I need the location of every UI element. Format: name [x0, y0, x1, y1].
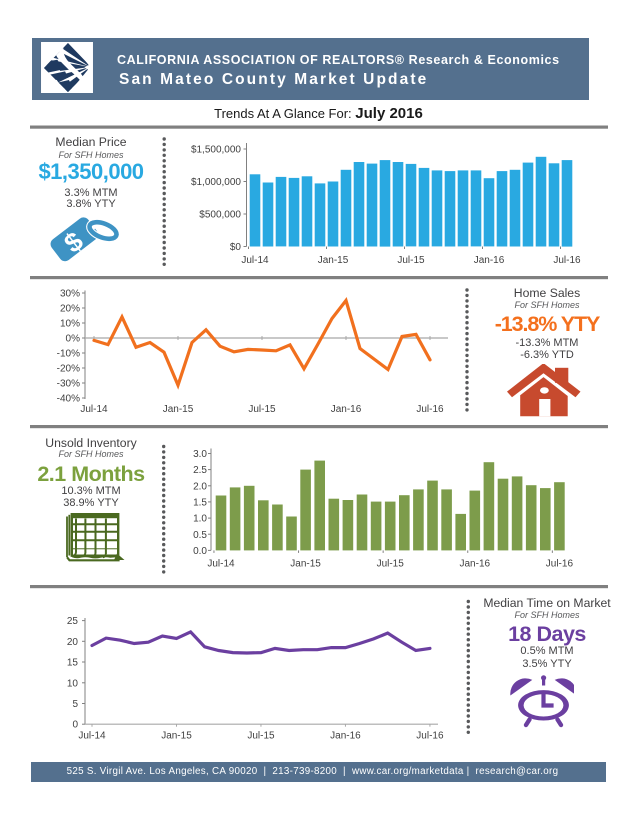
- svg-text:25: 25: [67, 616, 79, 627]
- svg-text:Jul-14: Jul-14: [207, 559, 235, 570]
- svg-text:20: 20: [67, 637, 79, 648]
- svg-text:Jul-15: Jul-15: [377, 559, 405, 570]
- svg-text:10%: 10%: [60, 319, 80, 330]
- svg-text:1.5: 1.5: [193, 497, 207, 508]
- svg-text:Jul-14: Jul-14: [78, 731, 106, 742]
- svg-text:$0: $0: [230, 242, 242, 253]
- svg-text:-20%: -20%: [57, 364, 80, 375]
- svg-text:Jan-15: Jan-15: [163, 404, 194, 415]
- svg-text:15: 15: [67, 658, 79, 669]
- svg-text:Jan-16: Jan-16: [331, 404, 362, 415]
- svg-text:-30%: -30%: [57, 379, 80, 390]
- svg-text:Jul-15: Jul-15: [247, 731, 275, 742]
- svg-text:30%: 30%: [60, 289, 80, 300]
- svg-text:Jul-15: Jul-15: [397, 255, 425, 266]
- svg-text:Jul-15: Jul-15: [248, 404, 276, 415]
- svg-text:Jan-15: Jan-15: [290, 559, 321, 570]
- svg-text:20%: 20%: [60, 304, 80, 315]
- svg-text:$1,000,000: $1,000,000: [191, 177, 241, 188]
- svg-text:Jul-16: Jul-16: [553, 255, 581, 266]
- svg-text:0%: 0%: [66, 334, 81, 345]
- svg-text:$1,500,000: $1,500,000: [191, 145, 241, 156]
- svg-text:Jul-14: Jul-14: [241, 255, 269, 266]
- svg-text:$500,000: $500,000: [199, 210, 241, 221]
- svg-text:3.0: 3.0: [193, 449, 207, 460]
- svg-text:0: 0: [72, 720, 78, 731]
- svg-text:Jul-16: Jul-16: [416, 404, 444, 415]
- svg-text:-40%: -40%: [57, 394, 80, 405]
- svg-text:Jan-16: Jan-16: [330, 731, 361, 742]
- svg-text:Jan-16: Jan-16: [460, 559, 491, 570]
- svg-text:2.0: 2.0: [193, 481, 207, 492]
- svg-text:Jul-16: Jul-16: [416, 731, 444, 742]
- svg-text:Jul-14: Jul-14: [80, 404, 108, 415]
- svg-text:10: 10: [67, 678, 79, 689]
- svg-text:Jul-16: Jul-16: [546, 559, 574, 570]
- svg-text:2.5: 2.5: [193, 465, 207, 476]
- svg-text:Jan-15: Jan-15: [161, 731, 192, 742]
- svg-text:-10%: -10%: [57, 349, 80, 360]
- svg-text:Jan-15: Jan-15: [318, 255, 349, 266]
- svg-text:1.0: 1.0: [193, 514, 207, 525]
- svg-text:0.5: 0.5: [193, 530, 207, 541]
- svg-text:Jan-16: Jan-16: [474, 255, 505, 266]
- svg-text:0.0: 0.0: [193, 546, 207, 557]
- svg-text:5: 5: [72, 699, 78, 710]
